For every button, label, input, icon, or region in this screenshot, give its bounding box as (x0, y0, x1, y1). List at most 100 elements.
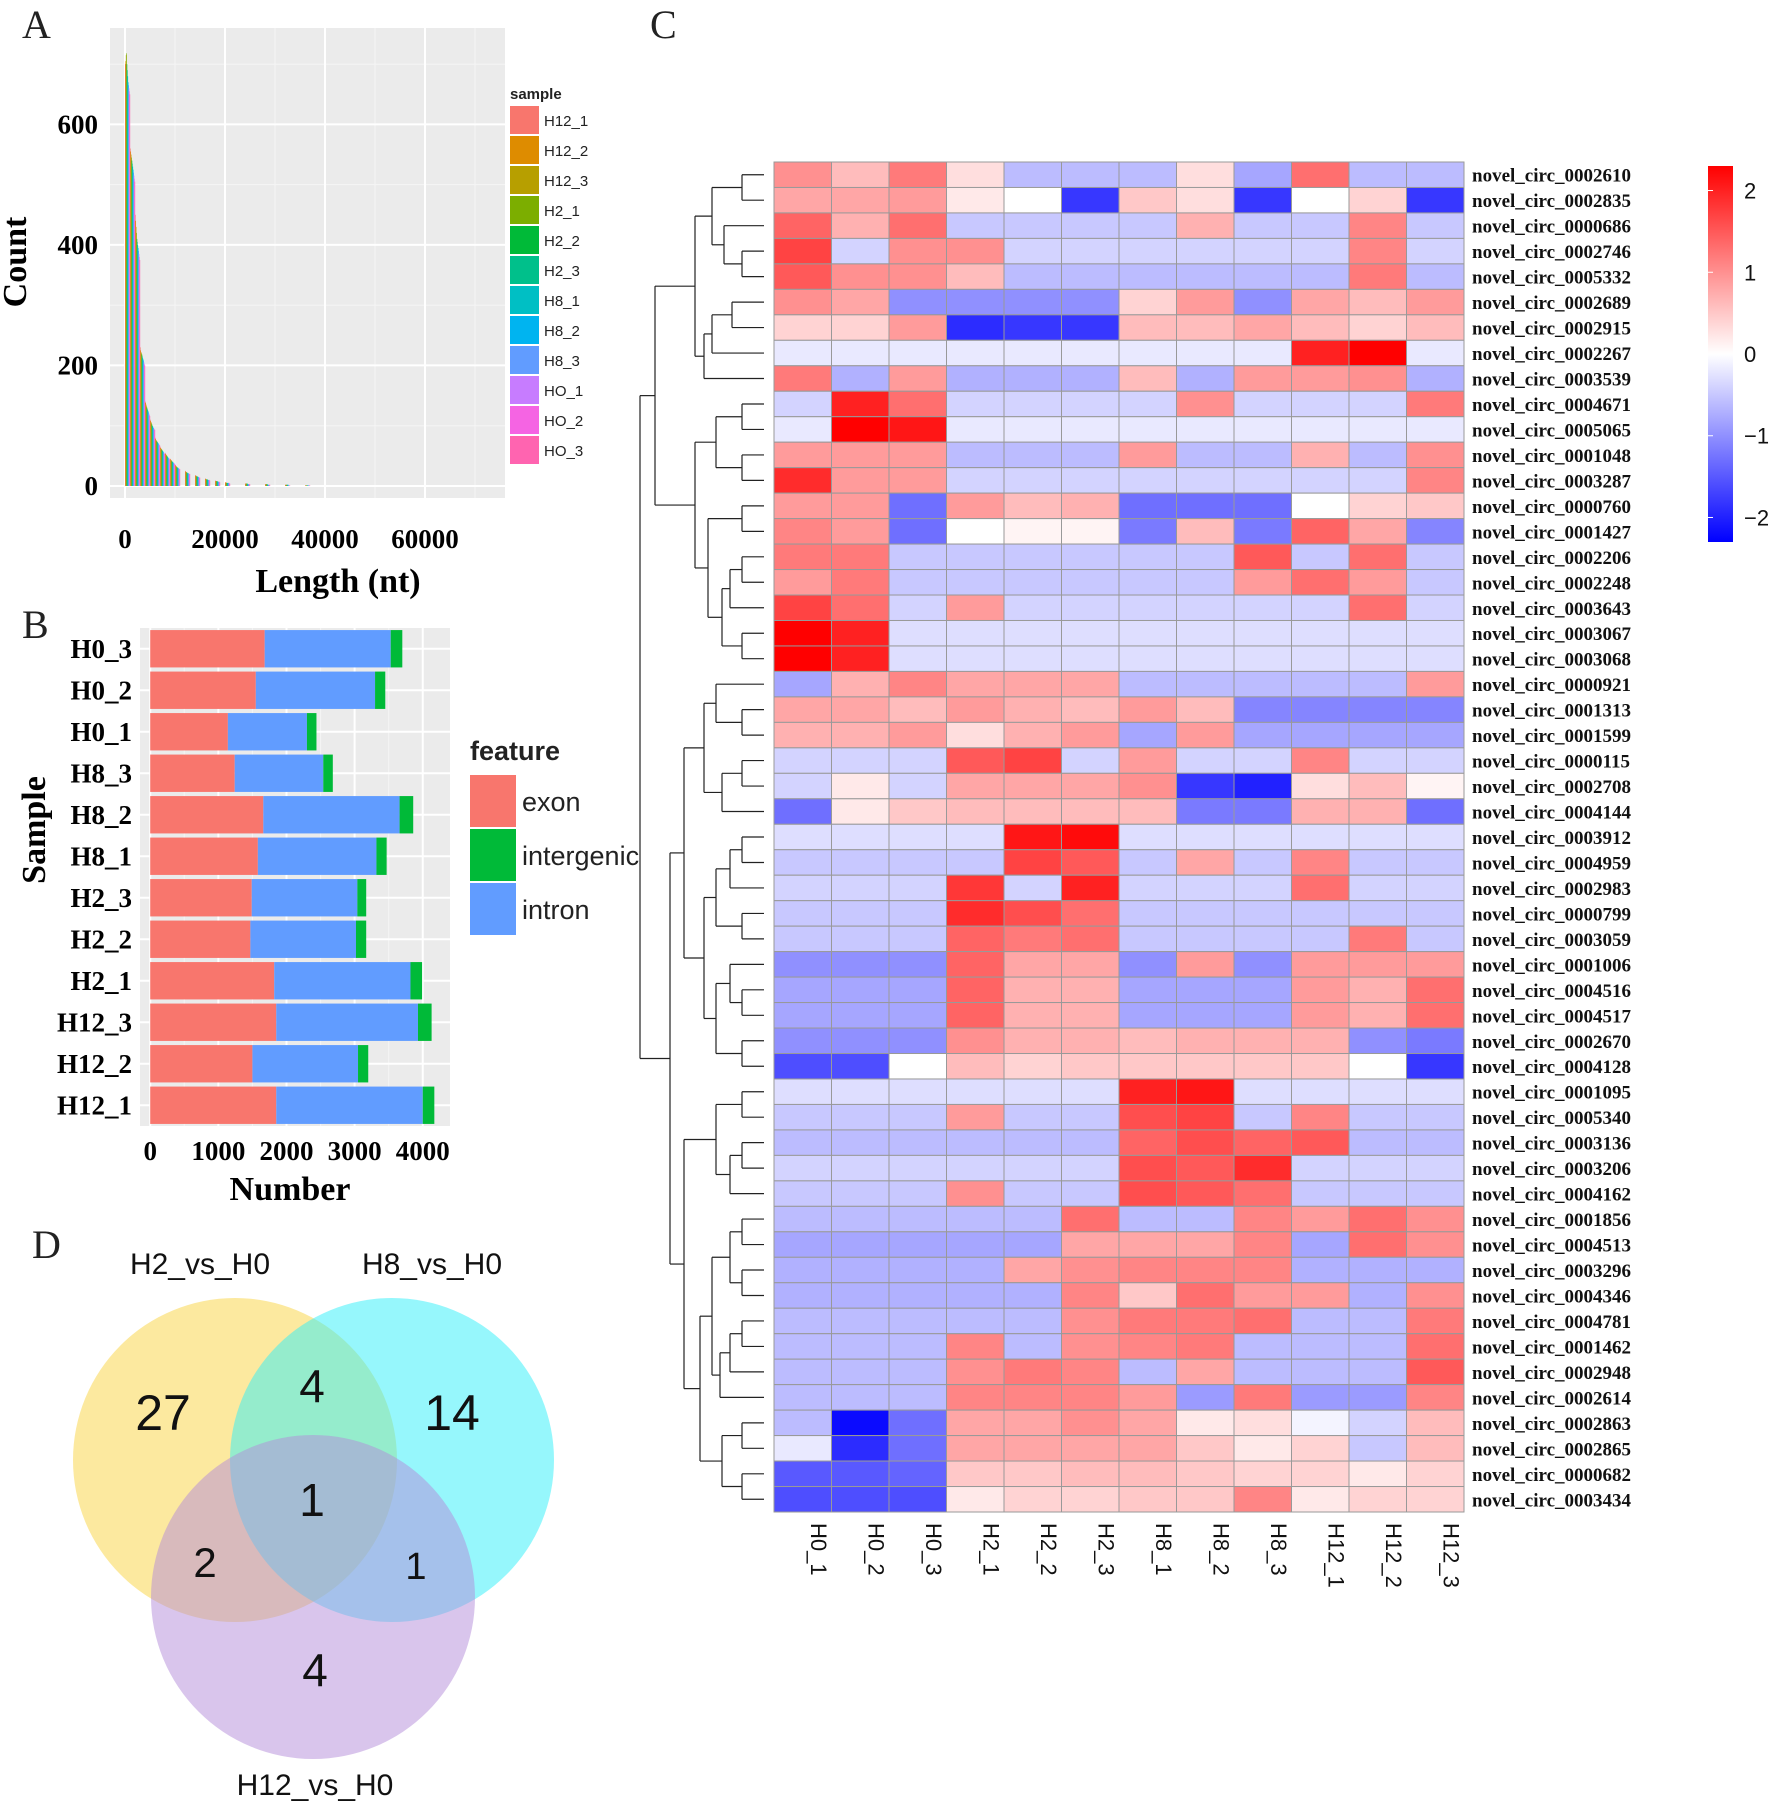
heatmap-cell (888, 772, 947, 800)
histogram-bar (149, 414, 150, 486)
heatmap-cell (1348, 518, 1407, 545)
histogram-bar (248, 484, 249, 486)
histogram-bar (136, 238, 138, 486)
heatmap-cell (831, 416, 890, 443)
histogram-bar (167, 457, 169, 486)
heatmap-cell (1061, 1205, 1120, 1233)
heatmap-cell (1406, 1180, 1465, 1207)
heatmap-cell (1233, 645, 1292, 672)
heatmap-cell (831, 772, 890, 800)
histogram-bar (196, 476, 197, 486)
heatmap-cell (1003, 900, 1062, 927)
heatmap-cell (1233, 1486, 1292, 1513)
heatmap-cell (831, 1103, 890, 1131)
heatmap-cell (1233, 1002, 1292, 1029)
heatmap-cell (1118, 849, 1177, 876)
colorbar: 2 1 0 −1 −2 (1708, 166, 1769, 542)
histogram-bar (152, 426, 154, 486)
venn-circle-h12 (151, 1435, 475, 1759)
column-label: H8_3 (1266, 1523, 1291, 1576)
histogram-bar (265, 484, 266, 486)
heatmap-cell (1003, 619, 1062, 647)
heatmap-cell (831, 1358, 890, 1386)
row-label: novel_circ_0001313 (1472, 701, 1631, 722)
heatmap-cell (1061, 1358, 1120, 1386)
heatmap-cell (888, 645, 947, 672)
histogram-bar (153, 428, 155, 486)
heatmap-cell (831, 161, 890, 188)
histogram-bar (148, 412, 149, 486)
heatmap-cell (1118, 874, 1177, 902)
heatmap-cell (773, 1435, 832, 1462)
legend-key-intron (470, 883, 516, 935)
heatmap-cell (1233, 1053, 1292, 1080)
heatmap-cell (1176, 1460, 1235, 1488)
histogram-bar (164, 454, 166, 486)
heatmap-cell (1176, 1078, 1235, 1105)
heatmap-cell (1003, 747, 1062, 774)
heatmap-cell (1406, 212, 1465, 239)
heatmap-cell (1118, 1256, 1177, 1284)
histogram-bar (197, 476, 199, 486)
row-label: novel_circ_0002708 (1472, 777, 1631, 798)
heatmap-cell (1406, 161, 1465, 188)
heatmap-cell (773, 314, 832, 341)
heatmap-cell (946, 1180, 1005, 1207)
bar-segment-intergenic (306, 713, 317, 751)
histogram-bar (195, 475, 197, 486)
heatmap-cell (1118, 1002, 1177, 1029)
heatmap-cell (831, 721, 890, 749)
heatmap-cell (831, 492, 890, 520)
heatmap-cell (1291, 339, 1350, 367)
heatmap-cell (1061, 925, 1120, 953)
histogram-bar (305, 485, 307, 486)
heatmap-cell (1233, 416, 1292, 443)
heatmap-cell (1233, 1205, 1292, 1233)
heatmap-cell (1348, 1103, 1407, 1131)
heatmap-cell (946, 900, 1005, 927)
histogram-bar (285, 484, 286, 486)
y-tick-label: H8_1 (70, 841, 132, 871)
heatmap-cell (1061, 1231, 1120, 1258)
heatmap-cell (1118, 390, 1177, 418)
heatmap-cell (1348, 1027, 1407, 1055)
heatmap-cell (773, 1307, 832, 1335)
heatmap-cell (1348, 569, 1407, 596)
histogram-bar (309, 485, 311, 486)
row-label: novel_circ_0001427 (1472, 522, 1632, 543)
heatmap-cell (1406, 900, 1465, 927)
y-tick-label: H0_2 (70, 675, 132, 705)
heatmap-cell (1118, 594, 1177, 621)
histogram-bar (143, 360, 144, 486)
heatmap-cell (1233, 237, 1292, 265)
heatmap-cell (888, 696, 947, 723)
row-label: novel_circ_0002915 (1472, 319, 1631, 340)
histogram-bar (139, 259, 141, 486)
heatmap-cell (1406, 925, 1465, 953)
heatmap-cell (1118, 1027, 1177, 1055)
histogram-bar (186, 472, 188, 486)
heatmap-cell (831, 696, 890, 723)
heatmap-cell (1003, 569, 1062, 596)
heatmap-cell (1348, 1205, 1407, 1233)
histogram-bar (208, 479, 210, 486)
heatmap-cell (1348, 951, 1407, 978)
histogram-bar (187, 473, 189, 486)
heatmap-cell (1061, 1154, 1120, 1182)
histogram-bar (167, 456, 168, 486)
histogram-bar (198, 476, 199, 486)
heatmap-cell (888, 1256, 947, 1284)
heatmap-cell (773, 492, 832, 520)
plot-background (140, 628, 450, 1126)
heatmap-cell (1061, 1256, 1120, 1284)
heatmap-cell (831, 1129, 890, 1156)
histogram-bar (146, 407, 148, 486)
legend-key-intergenic (470, 829, 516, 881)
heatmap-cell (946, 161, 1005, 188)
y-tick-label: H2_2 (70, 924, 132, 954)
heatmap-cell (888, 161, 947, 188)
heatmap-cell (888, 747, 947, 774)
histogram-bar (162, 450, 163, 486)
legend-label: H12_1 (544, 113, 588, 130)
heatmap-cell (888, 543, 947, 571)
